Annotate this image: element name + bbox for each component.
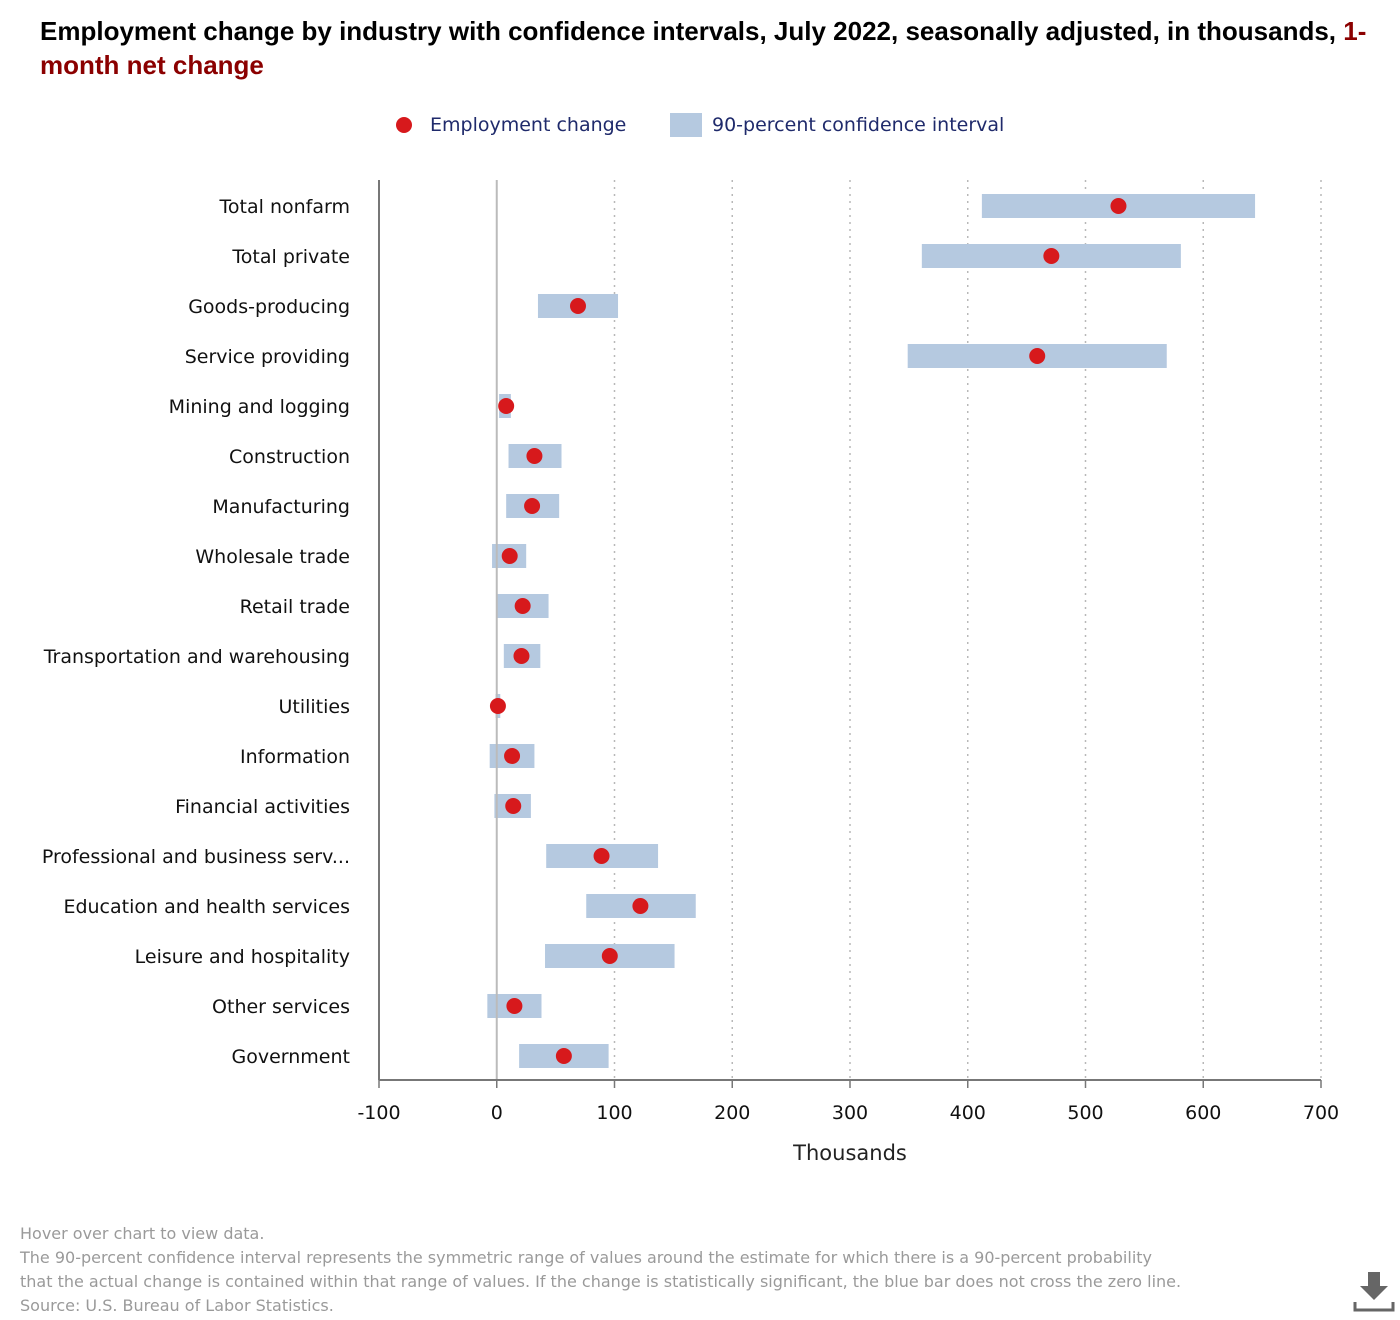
category-label: Service providing xyxy=(185,346,350,368)
chart-title-highlight: 1-month net change xyxy=(40,16,1367,80)
category-label: Total private xyxy=(231,246,350,268)
employment-change-point xyxy=(505,798,522,814)
x-tick-labels: -100 0 100 200 300 400 500 600 700 xyxy=(357,1102,1339,1124)
x-tick-label: 0 xyxy=(491,1102,503,1124)
employment-change-point xyxy=(526,448,543,464)
category-labels: Total nonfarm Total private Goods-producin… xyxy=(42,196,350,1068)
employment-change-point xyxy=(1029,348,1046,364)
category-label: Wholesale trade xyxy=(195,546,350,568)
employment-change-point xyxy=(524,498,541,514)
legend-item-employment-change[interactable]: Employment change xyxy=(396,108,626,142)
x-axis-title: Thousands xyxy=(792,1141,907,1165)
employment-change-point xyxy=(593,848,610,864)
employment-change-point xyxy=(501,548,518,564)
legend-interval-label: 90-percent confidence interval xyxy=(712,114,1005,136)
category-label: Government xyxy=(232,1046,351,1068)
category-label: Goods-producing xyxy=(188,296,350,318)
employment-change-point xyxy=(513,648,530,664)
gridlines xyxy=(613,180,1322,1080)
employment-change-point xyxy=(506,998,523,1014)
category-label: Mining and logging xyxy=(169,396,350,418)
legend-point-label: Employment change xyxy=(430,114,627,136)
legend-item-confidence-interval[interactable]: 90-percent confidence interval xyxy=(670,108,1004,142)
download-icon[interactable] xyxy=(1352,1270,1396,1314)
employment-change-point xyxy=(1043,248,1060,264)
x-tick-label: 500 xyxy=(1067,1102,1103,1124)
employment-change-point xyxy=(1110,198,1127,214)
x-tick-label: 100 xyxy=(596,1102,632,1124)
x-tick-label: 200 xyxy=(714,1102,750,1124)
chart-legend: Employment change 90-percent confidence … xyxy=(0,108,1400,142)
x-tick-label: -100 xyxy=(357,1102,400,1124)
category-label: Retail trade xyxy=(240,596,350,618)
employment-change-point xyxy=(632,898,649,914)
employment-change-point xyxy=(498,398,515,414)
category-label: Total nonfarm xyxy=(219,196,350,218)
employment-change-point xyxy=(555,1048,572,1064)
legend-point-marker xyxy=(396,117,412,133)
employment-change-point xyxy=(504,748,521,764)
category-label: Professional and business serv... xyxy=(42,846,350,868)
category-label: Other services xyxy=(212,996,350,1018)
category-label: Financial activities xyxy=(175,796,350,818)
employment-change-point xyxy=(489,698,506,714)
axes xyxy=(378,180,1322,1088)
x-tick-label: 700 xyxy=(1303,1102,1339,1124)
source-note: Source: U.S. Bureau of Labor Statistics. xyxy=(20,1296,334,1315)
chart-title-main: Employment change by industry with confi… xyxy=(40,16,1344,46)
category-label: Transportation and warehousing xyxy=(43,646,350,668)
category-label: Construction xyxy=(229,446,350,468)
employment-change-point xyxy=(601,948,618,964)
category-label: Information xyxy=(240,746,350,768)
employment-points xyxy=(489,198,1127,1064)
chart-plot[interactable]: Total nonfarm Total private Goods-producin… xyxy=(0,0,1400,1200)
employment-change-point xyxy=(569,298,586,314)
category-label: Education and health services xyxy=(63,896,350,918)
x-tick-label: 600 xyxy=(1185,1102,1221,1124)
category-label: Leisure and hospitality xyxy=(135,946,350,968)
employment-change-point xyxy=(514,598,531,614)
x-tick-label: 300 xyxy=(832,1102,868,1124)
x-tick-label: 400 xyxy=(950,1102,986,1124)
category-label: Manufacturing xyxy=(212,496,350,518)
category-label: Utilities xyxy=(278,696,350,718)
chart-title: Employment change by industry with confi… xyxy=(40,14,1370,82)
confidence-note-line-2: that the actual change is contained with… xyxy=(20,1272,1182,1291)
confidence-note-line-1: The 90-percent confidence interval repre… xyxy=(20,1248,1152,1267)
confidence-intervals xyxy=(487,194,1256,1068)
chart-footer: Hover over chart to view data. The 90-pe… xyxy=(20,1222,1320,1318)
hover-note: Hover over chart to view data. xyxy=(20,1224,265,1243)
legend-interval-swatch xyxy=(670,113,702,137)
